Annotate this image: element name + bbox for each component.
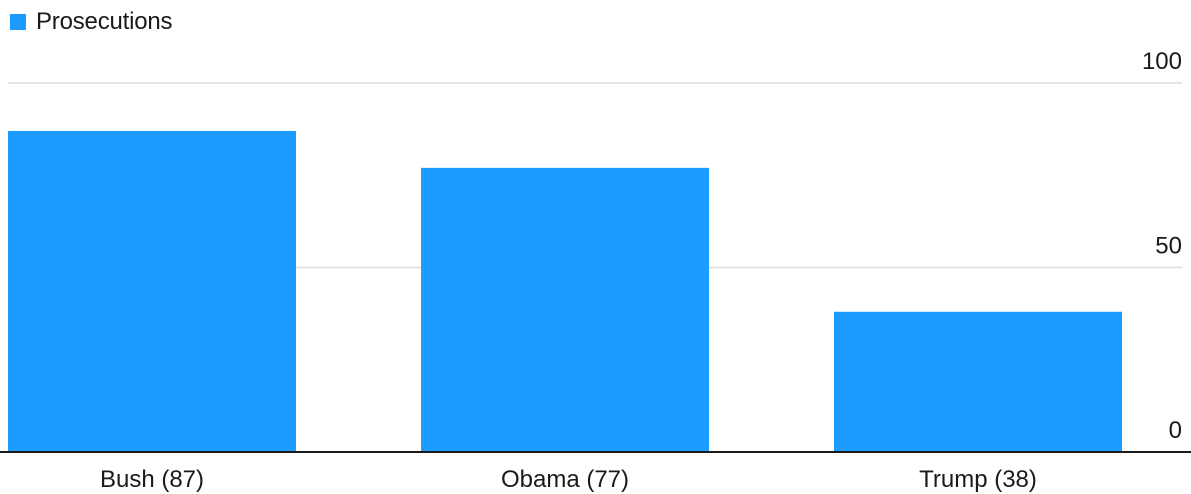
- legend-label: Prosecutions: [36, 8, 173, 35]
- x-axis-labels: Bush (87) Obama (77) Trump (38): [100, 466, 1037, 493]
- y-axis-ticks: 0 50 100: [1142, 48, 1182, 444]
- bar-3: [834, 311, 1122, 452]
- x-tick-label-3: Trump (38): [919, 466, 1037, 493]
- x-tick-label-2: Obama (77): [501, 466, 629, 493]
- y-tick-label-50: 50: [1155, 233, 1182, 260]
- y-tick-label-100: 100: [1142, 48, 1182, 75]
- bar-2: [421, 167, 709, 452]
- bar-1: [8, 130, 296, 452]
- bars: [8, 130, 1122, 452]
- legend-swatch: [10, 14, 26, 30]
- chart-legend: Prosecutions: [10, 8, 173, 36]
- x-tick-label-1: Bush (87): [100, 466, 204, 493]
- y-tick-label-0: 0: [1169, 417, 1182, 444]
